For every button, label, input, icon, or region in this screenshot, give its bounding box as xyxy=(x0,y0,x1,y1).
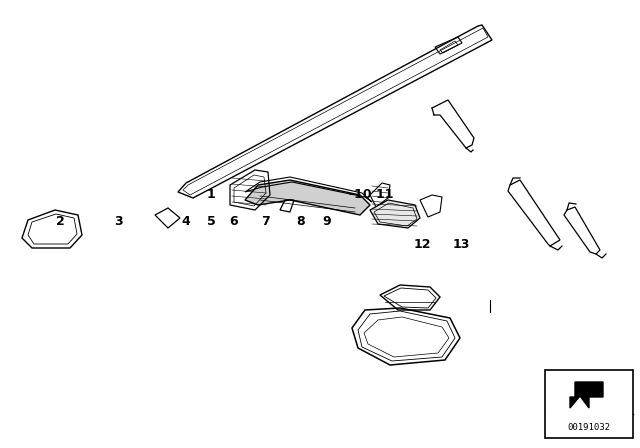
Text: 12: 12 xyxy=(413,237,431,251)
Text: 8: 8 xyxy=(296,215,305,228)
Text: 9: 9 xyxy=(322,215,331,228)
Text: 1: 1 xyxy=(207,188,216,202)
Text: 5: 5 xyxy=(207,215,216,228)
Text: 6: 6 xyxy=(229,215,238,228)
Text: 00191032: 00191032 xyxy=(568,422,611,431)
Polygon shape xyxy=(570,382,603,408)
Text: 3: 3 xyxy=(114,215,123,228)
Text: 2: 2 xyxy=(56,215,65,228)
Text: 4: 4 xyxy=(181,215,190,228)
Text: -10 11: -10 11 xyxy=(349,188,394,202)
Polygon shape xyxy=(245,180,370,215)
Polygon shape xyxy=(370,200,420,228)
Text: 7: 7 xyxy=(261,215,270,228)
Bar xyxy=(545,370,633,438)
Text: 13: 13 xyxy=(452,237,470,251)
